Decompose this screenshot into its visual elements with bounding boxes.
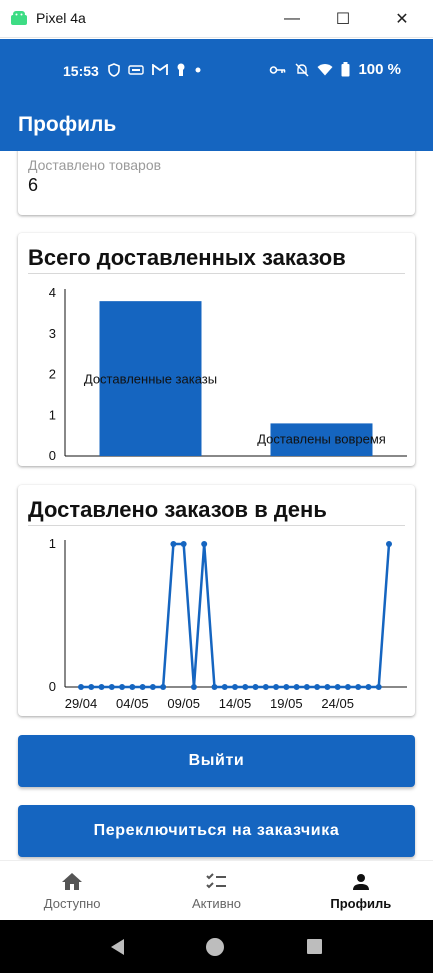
nav-item-profile[interactable]: Профиль [289,861,433,920]
data-point [252,684,259,690]
data-point [293,684,300,690]
nav-item-label: Доступно [43,896,101,911]
bar-chart: 0 1 2 3 4 Доставленные заказы Доставлены вовре… [49,285,407,463]
nav-item-label: Активно [191,896,242,911]
emulator-title-bar: Pixel 4a — ☐ ✕ [0,0,433,38]
checklist-icon [206,873,227,889]
x-tick-label: 14/05 [219,696,252,711]
gmail-icon [152,64,168,75]
person-icon [352,874,369,890]
bar [270,423,373,456]
nav-item-available[interactable]: Доступно [0,861,144,920]
back-icon[interactable] [111,938,125,955]
series-line [81,542,391,689]
x-tick-label: 24/05 [321,696,354,711]
data-point [88,684,95,690]
data-point [119,684,126,690]
close-button[interactable]: ✕ [395,11,409,28]
data-point [170,541,177,547]
y-tick-label: 1 [49,536,56,551]
data-point [303,684,310,690]
chart-title: Доставлено заказов в день [28,497,327,522]
data-point [283,684,290,690]
wifi-icon [317,64,333,76]
switch-to-customer-button[interactable]: Переключиться на заказчика [18,805,415,857]
data-point [324,684,331,690]
data-point [149,684,156,690]
battery-percentage: 100 % [358,61,401,78]
shield-icon [108,63,120,77]
maximize-button[interactable]: ☐ [335,11,351,28]
data-point [375,684,382,690]
battery-icon [341,62,350,77]
home-circle-icon[interactable] [206,937,225,956]
minimize-button[interactable]: — [284,10,300,27]
y-tick-label: 4 [49,285,56,300]
app-bar: Профиль [0,105,433,151]
y-tick-label: 0 [49,679,56,694]
y-tick-label: 0 [49,448,56,463]
chart-title: Всего доставленных заказов [28,245,346,270]
logout-button[interactable]: Выйти [18,735,415,787]
vpn-key-icon [270,65,286,74]
keyhole-icon [177,63,185,76]
data-point [211,684,218,690]
mute-bell-icon [295,63,309,76]
divider [28,525,405,526]
data-point [314,684,321,690]
system-navigation-bar [0,920,433,973]
data-point [160,684,167,690]
data-point [273,684,280,690]
total-delivered-chart-card: Всего доставленных заказов 0 1 2 3 4 Доставле… [18,233,415,466]
data-point [262,684,269,690]
page-title: Профиль [18,113,117,136]
bottom-navigation: Доступно Активно Профиль [0,860,433,920]
data-point [139,684,146,690]
bar-label: Доставленные заказы [84,372,217,387]
x-tick-label: 19/05 [270,696,303,711]
bar [99,301,202,456]
data-point [180,541,187,547]
recents-icon[interactable] [306,939,322,954]
data-point [221,684,228,690]
y-tick-label: 1 [49,407,56,422]
nav-item-active[interactable]: Активно [144,861,288,920]
status-time: 15:53 [63,63,99,79]
window-title: Pixel 4a [36,10,86,26]
data-point [201,541,208,547]
delivered-goods-label: Доставлено товаров [28,157,162,173]
divider [28,273,405,274]
bar-label: Доставлены вовремя [257,431,386,446]
data-point [344,684,351,690]
data-point [365,684,372,690]
y-tick-label: 3 [49,326,56,341]
profile-content[interactable]: Доставлено товаров 6 Всего доставленных … [0,151,433,860]
data-point [129,684,136,690]
home-icon [62,873,83,890]
data-point [242,684,249,690]
android-icon [11,11,27,25]
data-point [108,684,115,690]
line-chart: 0 1 29/04 04/05 09/05 14/05 19/05 24/05 [49,536,407,711]
data-point [232,684,238,690]
data-point [98,684,105,690]
notification-dot-icon [195,67,201,73]
data-point [386,541,392,547]
delivered-goods-value: 6 [28,175,39,195]
data-point [355,684,362,690]
data-point [78,684,84,690]
x-tick-label: 29/04 [65,696,98,711]
data-point [190,684,197,690]
x-tick-label: 04/05 [116,696,149,711]
sim-card-icon [128,65,144,75]
x-tick-label: 09/05 [167,696,200,711]
status-bar: 15:53 100 % [0,39,433,105]
y-tick-label: 2 [49,367,56,382]
data-point [334,684,341,690]
nav-item-label: Профиль [330,896,392,911]
delivered-goods-card: Доставлено товаров 6 [18,151,415,215]
daily-delivered-chart-card: Доставлено заказов в день 0 1 29/04 04/05 09… [18,485,415,716]
